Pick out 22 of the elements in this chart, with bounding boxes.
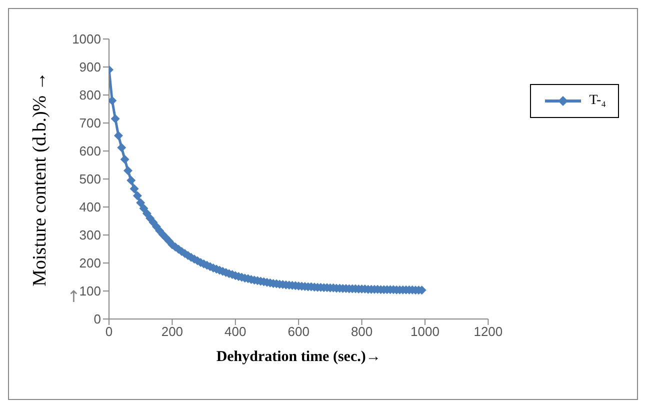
y-tick-label: 700: [79, 116, 101, 131]
x-tick-label: 400: [224, 324, 246, 340]
y-tick-label: 800: [79, 88, 101, 103]
y-tick-label: 200: [79, 256, 101, 271]
x-tick-label: 1200: [474, 324, 503, 340]
y-tick-label: 400: [79, 200, 101, 215]
x-tick-label: 200: [161, 324, 184, 340]
legend-label: T-₄: [589, 93, 606, 109]
y-tick-label: 0: [94, 312, 101, 327]
y-tick-label: 100: [79, 284, 101, 299]
x-tick-label: 600: [288, 324, 310, 340]
x-tick-label: 1000: [410, 324, 440, 340]
y-tick-label: 300: [79, 228, 101, 243]
y-axis-title: Moisture content (d.b.)% →: [30, 72, 51, 286]
x-axis-title: Dehydration time (sec.)→: [216, 349, 381, 365]
y-tick-label: 500: [79, 172, 101, 187]
y-tick-label: 1000: [72, 32, 101, 47]
text: ↑: [67, 287, 80, 306]
x-tick-label: 0: [105, 324, 113, 340]
y-tick-label: 900: [79, 60, 101, 75]
y-tick-label: 600: [79, 144, 101, 159]
x-tick-label: 800: [350, 324, 373, 340]
